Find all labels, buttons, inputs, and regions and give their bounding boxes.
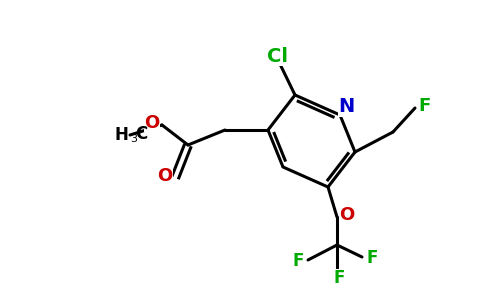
Text: H: H xyxy=(114,126,128,144)
Text: F: F xyxy=(419,97,431,115)
Text: C: C xyxy=(135,125,147,143)
Text: F: F xyxy=(333,269,345,287)
Text: O: O xyxy=(144,114,160,132)
Text: F: F xyxy=(366,249,378,267)
Text: F: F xyxy=(292,252,303,270)
Text: Cl: Cl xyxy=(268,46,288,65)
Text: 3: 3 xyxy=(130,134,137,144)
Text: N: N xyxy=(338,98,354,116)
Text: O: O xyxy=(157,167,173,185)
Text: O: O xyxy=(339,206,355,224)
